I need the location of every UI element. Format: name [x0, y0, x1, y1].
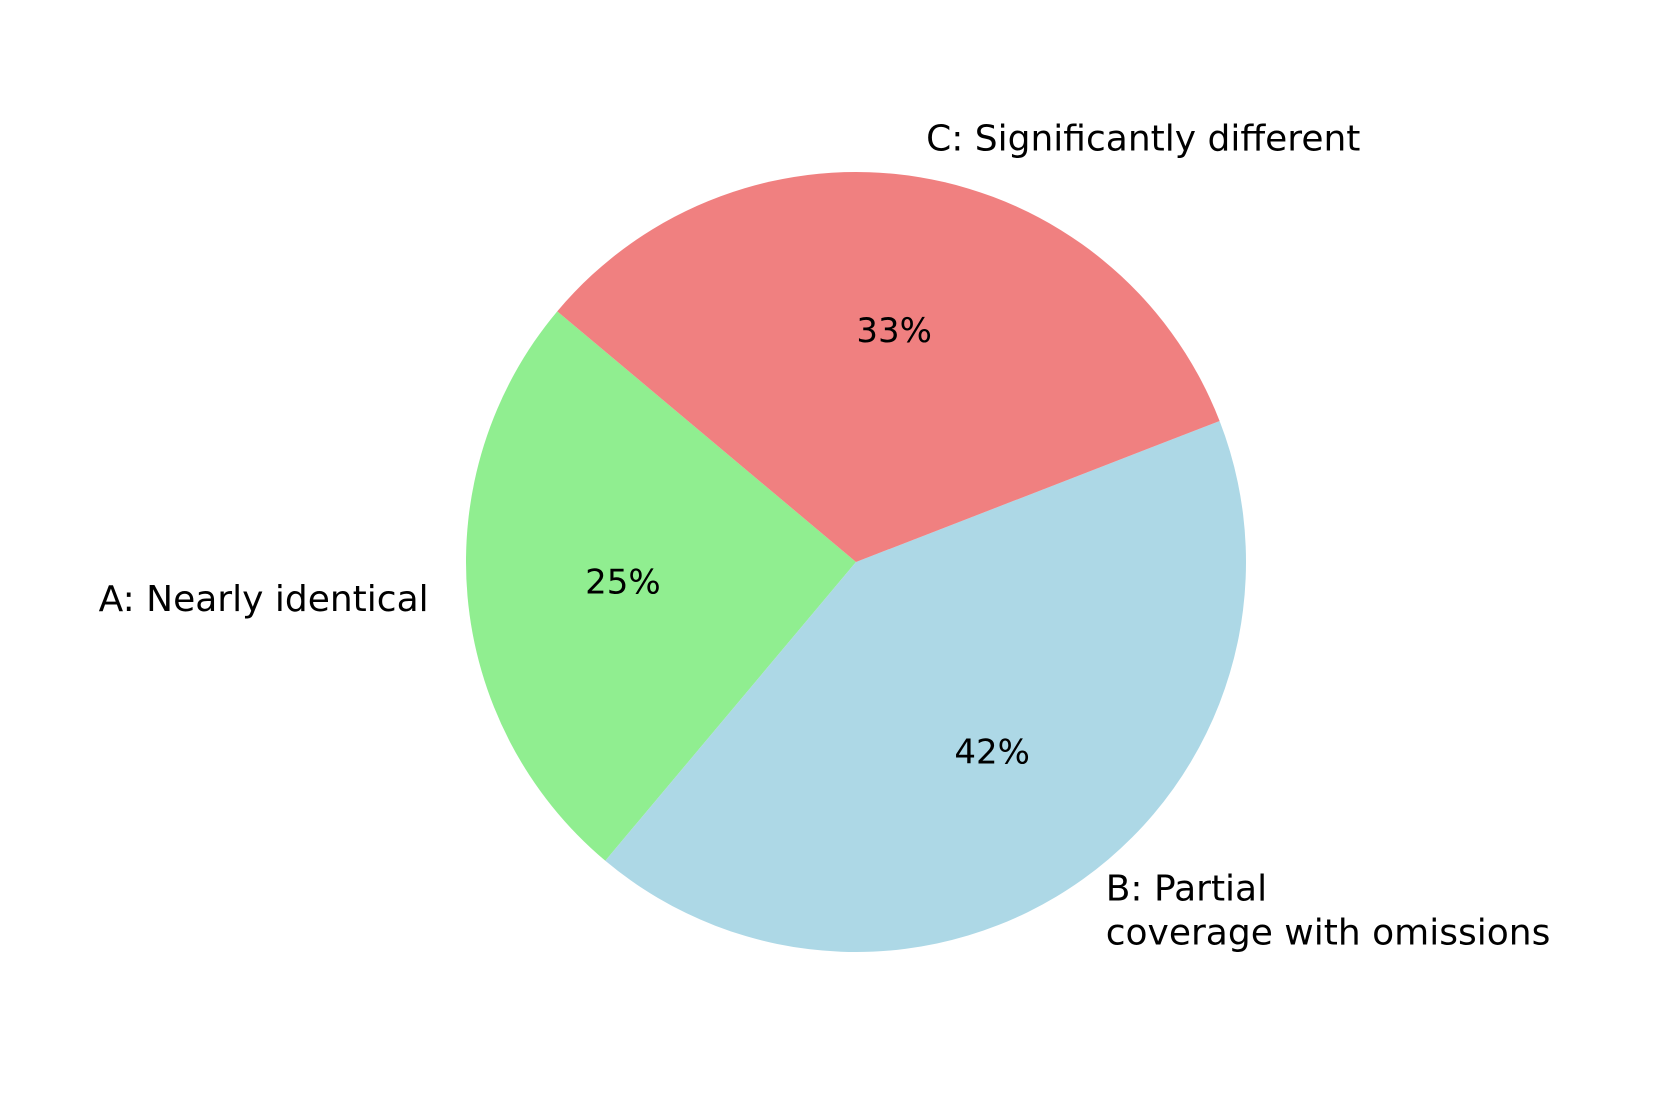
pie-slice-c — [557, 171, 1220, 562]
slice-labels: A: Nearly identical B: Partial coverage wi… — [99, 118, 1551, 953]
slice-label-a: A: Nearly identical — [99, 579, 429, 620]
slice-label-a-line-1: A: Nearly identical — [99, 579, 429, 620]
slice-label-b-line-1: B: Partial — [1106, 868, 1267, 909]
percent-label-a: 25% — [585, 562, 661, 602]
slice-label-c-line-1: C: Significantly different — [926, 118, 1360, 159]
pie-slice-a — [465, 311, 856, 861]
slice-label-b-line-2: coverage with omissions — [1106, 912, 1551, 953]
percent-labels: 25% 42% 33% — [585, 311, 1030, 772]
percent-label-c: 33% — [856, 311, 932, 351]
slice-label-b: B: Partial coverage with omissions — [1106, 868, 1551, 953]
percent-label-b: 42% — [954, 732, 1030, 772]
slice-label-c: C: Significantly different — [926, 118, 1360, 159]
pie-slice-b — [605, 420, 1246, 953]
pie-slices — [465, 171, 1246, 953]
